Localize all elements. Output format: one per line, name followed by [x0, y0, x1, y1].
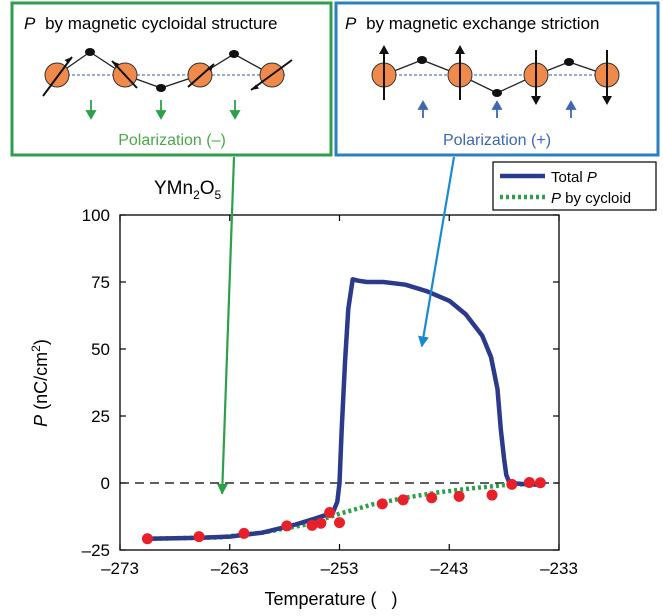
data-point	[324, 506, 336, 518]
exchange-spin-chain	[371, 45, 620, 105]
y-tick-label: 0	[101, 474, 110, 493]
o-ion	[564, 58, 574, 66]
y-tick-label: 100	[82, 206, 110, 225]
data-points	[141, 476, 546, 545]
x-tick-label: –253	[321, 559, 359, 578]
data-point	[426, 492, 438, 504]
data-point	[506, 478, 518, 490]
o-ion	[85, 48, 95, 56]
x-tick-label: –233	[540, 559, 578, 578]
data-point	[315, 517, 327, 529]
y-tick-label: 25	[91, 407, 110, 426]
cycloid-panel-symbol: P	[24, 14, 36, 33]
legend: Total P P by cycloid	[492, 161, 657, 211]
exchange-panel-symbol: P	[345, 14, 357, 33]
y-axis-label: P (nC/cm2)	[29, 339, 51, 427]
data-point	[334, 517, 345, 529]
exchange-polarization-label: Polarization (+)	[443, 132, 551, 149]
exchange-panel: P by magnetic exchange striction	[334, 1, 660, 157]
svg-text:P by magnetic cycloidal: P by magnetic cycloidal structure	[24, 14, 278, 33]
legend-cycloid-label: P by cycloid	[551, 190, 631, 207]
exchange-panel-title: by magnetic exchange striction	[366, 14, 599, 33]
legend-total-label: Total P	[551, 169, 597, 186]
x-axis-label: Temperature ( )	[264, 589, 397, 609]
x-tick-label: –243	[430, 559, 468, 578]
data-point	[376, 498, 388, 510]
y-tick-label: –25	[82, 541, 110, 560]
spin-arrow-icon	[250, 59, 293, 91]
total-p-series-line	[147, 277, 543, 541]
y-tick-label: 50	[91, 340, 110, 359]
svg-text:P by magnetic exchange s: P by magnetic exchange striction	[345, 14, 599, 33]
cycloid-polarization-arrows	[85, 100, 241, 120]
cycloid-panel-title: by magnetic cycloidal structure	[45, 14, 277, 33]
data-point	[534, 477, 546, 489]
data-point	[397, 494, 409, 506]
o-ion	[229, 50, 239, 58]
data-point	[281, 520, 293, 532]
x-tick-label: –263	[211, 559, 249, 578]
cycloid-panel: P by magnetic cycloidal structure	[10, 1, 333, 157]
x-tick-label: –273	[101, 559, 139, 578]
legend-box	[492, 161, 657, 211]
cycloid-polarization-label: Polarization (–)	[118, 132, 226, 149]
y-tick-label: 75	[91, 273, 110, 292]
data-point	[523, 476, 535, 488]
exchange-polarization-arrows	[417, 100, 577, 118]
data-point	[453, 490, 465, 502]
o-ion	[417, 56, 427, 64]
compound-label: YMn2O5	[154, 178, 222, 202]
spin-arrow-icon	[42, 56, 73, 97]
exchange-annotation-arrow	[418, 156, 456, 348]
data-point	[193, 531, 205, 543]
data-point	[486, 489, 498, 501]
o-ion	[492, 89, 502, 97]
data-point	[306, 519, 318, 531]
o-ion	[156, 84, 166, 92]
data-point	[238, 527, 250, 539]
data-point	[141, 533, 153, 545]
cycloid-spin-chain	[42, 48, 293, 97]
axis-tick-labels: –273 –263 –253 –243 –233 100 75 50 25 0 –25	[82, 206, 578, 578]
cycloid-annotation-arrow	[216, 156, 236, 495]
cycloid-series-line	[147, 481, 543, 541]
